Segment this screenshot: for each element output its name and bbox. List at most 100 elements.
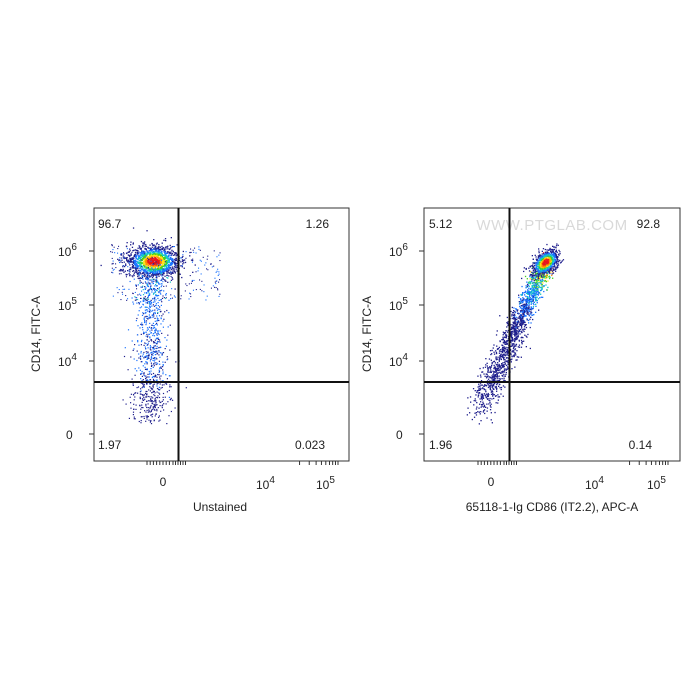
cell-event-dot [144,346,146,348]
cell-event-dot [490,391,492,393]
cell-event-dot [500,354,502,356]
cell-event-dot [142,278,144,280]
cell-event-dot [166,378,168,380]
cell-event-dot [173,246,175,248]
cell-event-dot [139,282,142,284]
cell-event-dot [537,271,540,273]
cell-event-dot [152,314,154,316]
cell-event-dot [551,254,553,256]
cell-event-dot [474,398,476,400]
cell-event-dot [144,410,146,412]
cell-event-dot [128,270,130,272]
cell-event-dot [553,269,555,271]
cell-event-dot [149,293,151,295]
cell-event-dot [149,400,151,402]
cell-event-dot [158,269,160,271]
cell-event-dot [138,353,140,355]
cell-event-dot [168,389,170,392]
cell-event-dot [142,294,145,296]
cell-event-dot [504,359,506,361]
cell-event-dot [134,266,136,268]
cell-event-dot [174,264,176,266]
cell-event-dot [152,259,154,262]
cell-event-dot [155,289,157,291]
cell-event-dot [161,250,163,253]
cell-event-dot [541,287,543,289]
cell-event-dot [516,325,518,327]
cell-event-dot [551,248,553,251]
cell-event-dot [171,272,173,274]
cell-event-dot [147,260,149,262]
cell-event-dot [129,274,131,276]
cell-event-dot [163,297,165,299]
cell-event-dot [538,266,541,269]
cell-event-dot [498,367,500,370]
cell-event-dot [480,380,483,382]
cell-event-dot [533,314,535,316]
cell-event-dot [520,314,522,316]
cell-event-dot [140,358,142,360]
cell-event-dot [478,392,481,394]
watermark: WWW.PTGLAB.COM [476,217,627,234]
cell-event-dot [152,304,154,306]
cell-event-dot [553,254,555,256]
cell-event-dot [185,387,187,389]
cell-event-dot [503,341,505,343]
cell-event-dot [155,258,158,261]
cell-event-dot [144,375,146,377]
cell-event-dot [163,270,165,273]
cell-event-dot [182,255,184,258]
cell-event-dot [151,289,153,291]
cell-event-dot [216,256,218,258]
cell-event-dot [534,271,536,273]
cell-event-dot [152,261,154,263]
cell-event-dot [213,250,215,252]
cell-event-dot [159,283,161,285]
cell-event-dot [515,325,517,327]
cell-event-dot [525,308,527,310]
cell-event-dot [505,360,507,362]
cell-event-dot [168,266,170,268]
cell-event-dot [485,384,488,387]
cell-event-dot [526,296,529,298]
cell-event-dot [526,336,528,338]
cell-event-dot [536,296,538,298]
cell-event-dot [545,271,547,273]
x-tick-label-0: 0 [488,475,495,489]
cell-event-dot [136,266,138,269]
cell-event-dot [146,344,148,346]
cell-event-dot [157,252,160,255]
cell-event-dot [523,270,525,273]
cell-event-dot [172,266,174,268]
cell-event-dot [151,271,153,273]
cell-event-dot [480,376,482,378]
cell-event-dot [146,230,148,232]
cell-event-dot [161,255,164,258]
cell-event-dot [155,293,157,296]
cell-event-dot [533,296,535,298]
cell-event-dot [154,272,156,275]
cell-event-dot [525,346,527,348]
cell-event-dot [513,354,515,356]
cell-event-dot [127,270,129,272]
cell-event-dot [514,331,516,333]
cell-event-dot [120,253,122,255]
cell-event-dot [543,275,545,277]
cell-event-dot [532,318,534,321]
cell-event-dot [163,258,165,260]
cell-event-dot [152,322,154,324]
cell-event-dot [541,256,544,258]
cell-event-dot [176,263,178,265]
cell-event-dot [495,334,498,336]
cell-event-dot [486,417,488,419]
cell-event-dot [534,264,536,267]
cell-event-dot [162,366,164,368]
cell-event-dot [154,265,156,267]
cell-event-dot [210,263,212,265]
cell-event-dot [154,406,156,408]
cell-event-dot [168,258,170,260]
cell-event-dot [150,400,152,402]
cell-event-dot [159,346,161,349]
cell-event-dot [136,288,138,290]
